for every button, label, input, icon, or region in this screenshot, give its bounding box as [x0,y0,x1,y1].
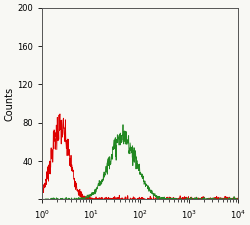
Y-axis label: Counts: Counts [4,86,14,121]
